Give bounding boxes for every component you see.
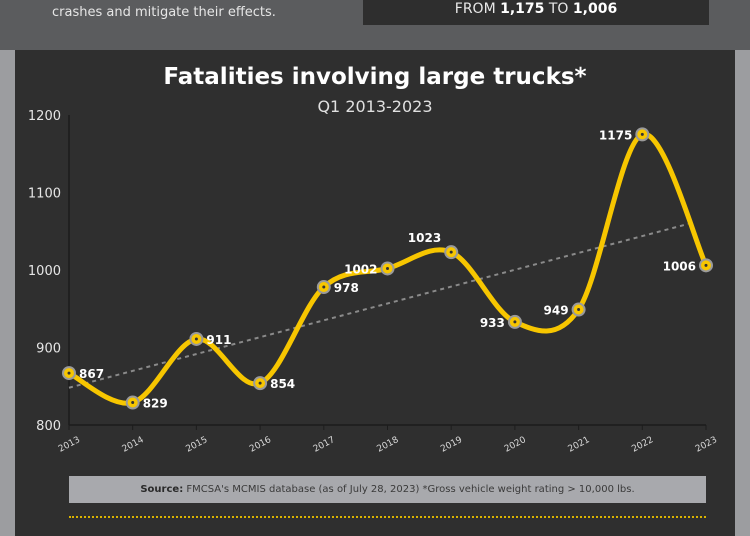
y-tick-label: 800	[36, 419, 61, 434]
x-tick-label: 2021	[567, 435, 592, 455]
source-text: FMCSA's MCMIS database (as of July 28, 2…	[186, 484, 635, 495]
data-point-center	[513, 320, 517, 324]
data-label: 978	[334, 281, 359, 295]
y-tick-label: 1200	[28, 109, 61, 124]
data-point-center	[322, 285, 326, 289]
data-point-center	[386, 266, 389, 270]
data-label: 854	[270, 377, 295, 391]
data-point-center	[258, 381, 262, 385]
data-label: 1023	[408, 231, 441, 245]
data-point-center	[67, 371, 71, 375]
data-line	[66, 131, 709, 406]
dotted-divider	[69, 516, 706, 518]
right-strip	[735, 50, 750, 536]
chart-subtitle: Q1 2013-2023	[317, 97, 433, 116]
callout-box: FROM 1,175 TO 1,006	[363, 0, 709, 25]
data-point-center	[640, 132, 644, 136]
x-tick-label: 2022	[630, 435, 655, 455]
x-tick-label: 2020	[503, 435, 528, 455]
data-label: 949	[544, 304, 569, 318]
intro-text: crashes and mitigate their effects.	[52, 5, 276, 20]
x-tick-label: 2017	[312, 435, 337, 455]
chart-title: Fatalities involving large trucks*	[163, 64, 587, 90]
chart-panel	[15, 50, 735, 536]
left-strip	[0, 50, 15, 536]
data-label: 867	[79, 367, 104, 381]
data-point-center	[449, 250, 453, 254]
data-point-center	[704, 263, 708, 267]
x-tick-label: 2016	[248, 435, 273, 455]
data-label: 1002	[344, 262, 377, 276]
x-tick-label: 2015	[184, 435, 209, 455]
x-tick-label: 2019	[439, 435, 464, 455]
data-label: 911	[206, 333, 231, 347]
callout-mid: TO	[548, 1, 569, 17]
y-tick-label: 1000	[28, 264, 61, 279]
data-label: 933	[480, 316, 505, 330]
data-point-center	[577, 308, 581, 312]
source-label: Source:	[140, 484, 184, 495]
x-tick-label: 2014	[121, 435, 146, 455]
callout-to: 1,006	[572, 1, 618, 17]
y-tick-label: 1100	[28, 187, 61, 202]
x-tick-label: 2018	[376, 435, 401, 455]
source-note: Source: FMCSA's MCMIS database (as of Ju…	[69, 476, 706, 503]
callout-from: 1,175	[500, 1, 545, 17]
data-point-center	[131, 401, 135, 405]
y-tick-label: 900	[36, 342, 61, 357]
x-tick-label: 2013	[57, 435, 82, 455]
x-tick-label: 2023	[694, 435, 719, 455]
data-label: 829	[143, 397, 168, 411]
data-label: 1175	[599, 128, 632, 142]
data-label: 1006	[663, 259, 696, 273]
trend-line	[68, 223, 689, 389]
data-point-center	[194, 337, 198, 341]
callout-prefix: FROM	[454, 1, 496, 17]
